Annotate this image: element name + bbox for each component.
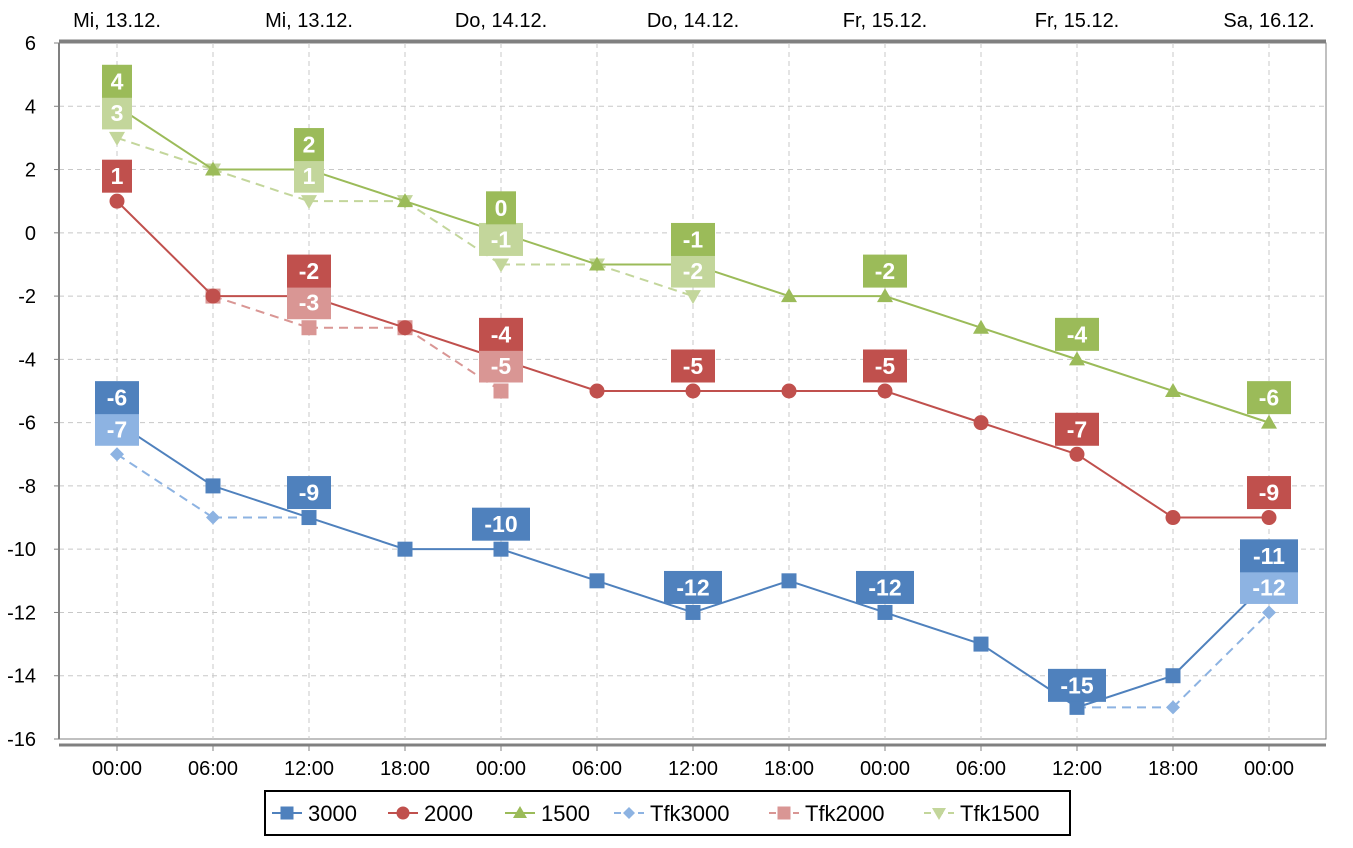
y-tick-label: -2	[18, 286, 36, 308]
point-3000	[1166, 669, 1180, 683]
temperature-chart: 6420-2-4-6-8-10-12-14-1600:00 06:00 12:00 1…	[0, 0, 1353, 848]
data-label-2000: -5	[875, 353, 896, 379]
x-tick-label: 06:00	[956, 758, 1006, 780]
y-tick-label: 2	[25, 160, 36, 182]
point-tfk2000	[494, 384, 508, 398]
point-2000	[1262, 511, 1276, 525]
y-tick-label: -10	[7, 539, 36, 561]
x-tick-label: 00:00	[92, 758, 142, 780]
data-label-2000: 1	[111, 163, 124, 189]
data-label-1500: -6	[1259, 385, 1279, 411]
legend-label-3000: 3000	[308, 801, 357, 826]
point-2000	[974, 416, 988, 430]
legend-label-tfk2000: Tfk2000	[805, 801, 885, 826]
y-tick-label: -4	[18, 349, 36, 371]
point-2000	[686, 384, 700, 398]
data-label-3000: -9	[299, 480, 319, 506]
y-tick-label: -14	[7, 666, 36, 688]
y-tick-label: 4	[25, 96, 36, 118]
y-tick-label: -6	[18, 413, 36, 435]
data-label-3000: -10	[484, 511, 517, 537]
point-tfk2000	[302, 321, 316, 335]
data-label-tfk2000: -5	[491, 353, 512, 379]
point-2000	[782, 384, 796, 398]
date-label: Fr, 15.12.	[843, 10, 928, 32]
legend: 3000 2000 1500 Tfk3000 Tfk2000 Tfk1500	[265, 791, 1070, 835]
point-3000	[974, 637, 988, 651]
data-label-3000: -6	[107, 385, 127, 411]
point-3000	[302, 511, 316, 525]
data-label-1500: -2	[875, 258, 895, 284]
x-tick-label: 00:00	[1244, 758, 1294, 780]
x-tick-label: 18:00	[764, 758, 814, 780]
date-label: Do, 14.12.	[455, 10, 547, 32]
x-tick-label: 12:00	[668, 758, 718, 780]
x-tick-label: 00:00	[860, 758, 910, 780]
point-3000	[1070, 700, 1084, 714]
y-tick-labels: 6 4 2 0 -2 -4 -6 -8 -10 -12 -14 -16	[7, 33, 59, 751]
date-label: Mi, 13.12.	[73, 10, 161, 32]
point-2000	[398, 321, 412, 335]
x-tick-label: 06:00	[188, 758, 238, 780]
data-label-tfk1500: 3	[111, 100, 124, 126]
x-tick-labels-bottom: 00:00 06:00 12:00 18:00 00:00 06:00 12:00 18:00…	[92, 745, 1294, 780]
y-tick-label: -16	[7, 729, 36, 751]
data-label-3000: -11	[1253, 543, 1285, 569]
x-tick-label: 12:00	[284, 758, 334, 780]
legend-label-1500: 1500	[541, 801, 590, 826]
point-3000	[494, 542, 508, 556]
point-2000	[206, 289, 220, 303]
x-tick-labels-top: Mi, 13.12. Mi, 13.12. Do, 14.12. Do, 14.12.…	[73, 10, 1315, 32]
point-3000	[398, 542, 412, 556]
legend-label-tfk3000: Tfk3000	[650, 801, 730, 826]
data-label-2000: -7	[1067, 416, 1087, 442]
date-label: Sa, 16.12.	[1223, 10, 1314, 32]
data-label-1500: -4	[1067, 321, 1088, 347]
point-2000	[1166, 511, 1180, 525]
y-tick-label: 0	[25, 223, 36, 245]
data-label-tfk1500: -1	[491, 226, 512, 252]
data-label-1500: 2	[303, 132, 316, 158]
data-label-1500: 0	[495, 195, 508, 221]
legend-marker-3000	[281, 807, 293, 819]
data-label-tfk3000: -7	[107, 416, 127, 442]
data-label-2000: -4	[491, 321, 512, 347]
x-tick-label: 12:00	[1052, 758, 1102, 780]
x-tick-label: 06:00	[572, 758, 622, 780]
legend-label-tfk1500: Tfk1500	[960, 801, 1040, 826]
date-label: Fr, 15.12.	[1035, 10, 1120, 32]
data-label-3000: -15	[1060, 672, 1093, 698]
data-label-3000: -12	[676, 574, 709, 600]
legend-marker-tfk2000	[778, 807, 790, 819]
date-label: Mi, 13.12.	[265, 10, 353, 32]
data-label-3000: -12	[868, 574, 901, 600]
point-2000	[590, 384, 604, 398]
data-label-tfk2000: -3	[299, 290, 319, 316]
data-label-2000: -5	[683, 353, 704, 379]
data-label-tfk1500: -2	[683, 258, 703, 284]
x-tick-label: 18:00	[1148, 758, 1198, 780]
point-3000	[590, 574, 604, 588]
y-tick-label: -8	[18, 476, 36, 498]
point-2000	[1070, 447, 1084, 461]
y-tick-label: -12	[7, 602, 36, 624]
data-label-tfk3000: -12	[1252, 574, 1285, 600]
data-label-1500: 4	[111, 68, 124, 94]
legend-marker-2000	[397, 807, 409, 819]
x-tick-label: 00:00	[476, 758, 526, 780]
data-label-2000: -9	[1259, 480, 1279, 506]
data-label-2000: -2	[299, 258, 319, 284]
point-3000	[686, 605, 700, 619]
date-label: Do, 14.12.	[647, 10, 739, 32]
data-label-1500: -1	[683, 226, 704, 252]
data-label-tfk1500: 1	[303, 163, 316, 189]
x-tick-label: 18:00	[380, 758, 430, 780]
point-3000	[206, 479, 220, 493]
point-3000	[878, 605, 892, 619]
point-2000	[878, 384, 892, 398]
point-2000	[110, 194, 124, 208]
y-tick-label: 6	[25, 33, 36, 55]
point-3000	[782, 574, 796, 588]
legend-label-2000: 2000	[424, 801, 473, 826]
